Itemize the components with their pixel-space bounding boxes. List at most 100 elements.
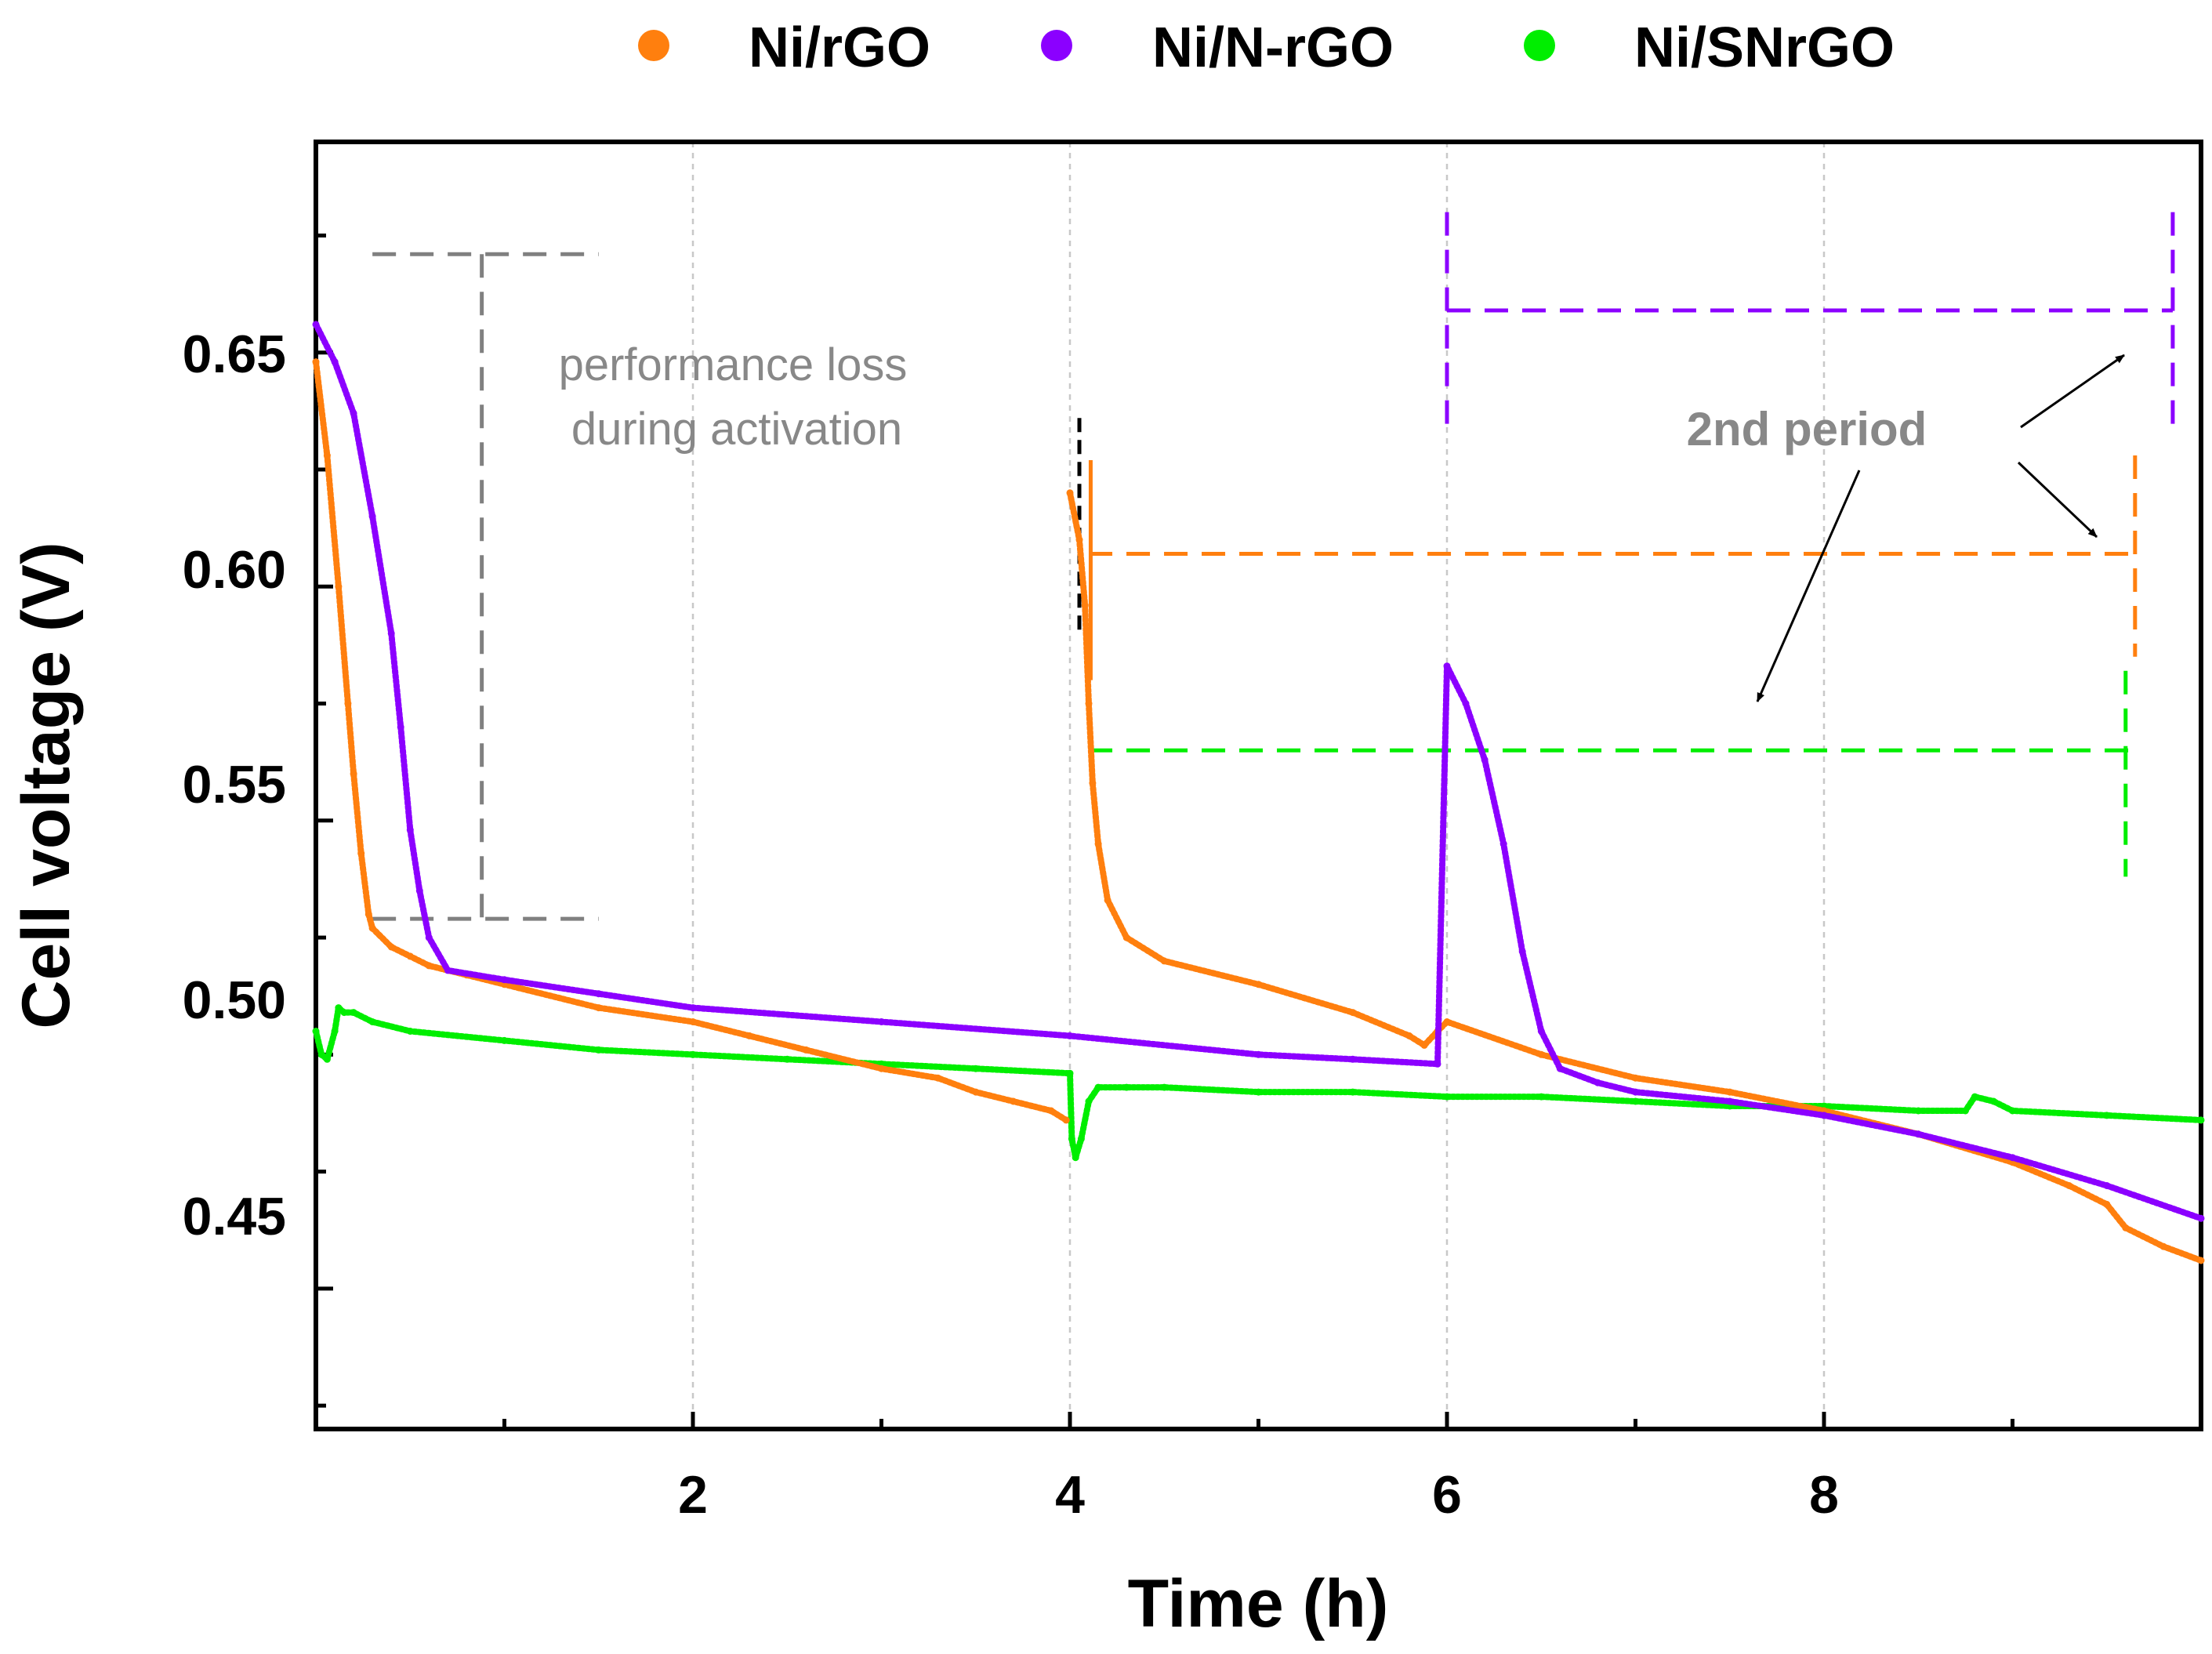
legend-marker-ni-n-rgo	[1041, 30, 1072, 61]
data-series	[312, 321, 2205, 1264]
data-point	[1072, 1154, 1079, 1162]
legend: Ni/rGO Ni/N-rGO Ni/SNrGO	[638, 16, 1895, 79]
data-point	[1632, 1074, 1639, 1082]
data-point	[2197, 1214, 2205, 1222]
data-point	[1434, 1060, 1441, 1068]
data-point	[1820, 1112, 1828, 1119]
data-point	[406, 826, 414, 834]
data-point	[689, 1050, 697, 1058]
data-point	[1914, 1130, 1922, 1138]
data-point	[1349, 1055, 1357, 1063]
legend-label-ni-n-rgo: Ni/N-rGO	[1152, 16, 1394, 79]
data-point	[368, 513, 376, 521]
data-point	[2009, 1107, 2016, 1115]
data-point	[595, 990, 603, 998]
data-point	[1068, 1135, 1075, 1143]
data-point	[972, 1065, 980, 1072]
data-point	[387, 943, 395, 951]
data-point	[1075, 536, 1083, 543]
y-tick-label: 0.50	[183, 970, 286, 1030]
legend-label-ni-rgo: Ni/rGO	[749, 16, 930, 79]
data-point	[1122, 934, 1130, 941]
x-axis-title: Time (h)	[1128, 1566, 1389, 1641]
data-point	[1420, 1041, 1428, 1049]
data-point	[2197, 1257, 2205, 1264]
arrow-to-n-rgo-level	[2020, 354, 2125, 429]
data-point	[1160, 1083, 1168, 1091]
data-point	[350, 1009, 357, 1017]
data-point	[425, 962, 433, 970]
data-point	[340, 1009, 348, 1017]
data-point	[1349, 1088, 1357, 1096]
data-point	[1499, 840, 1507, 848]
data-point	[1094, 840, 1102, 848]
data-point	[1085, 700, 1093, 707]
data-point	[312, 321, 320, 328]
data-point	[1077, 1135, 1085, 1143]
series-line	[1067, 489, 2204, 1264]
data-point	[1443, 662, 1451, 670]
data-point	[501, 1036, 508, 1044]
x-tick-labels: 2 4 6 8	[678, 1465, 1839, 1525]
series-ni-snrgo	[312, 1004, 2205, 1162]
data-point	[364, 910, 372, 918]
activation-annotation-line1: performance loss	[559, 339, 908, 390]
data-point	[1081, 601, 1089, 609]
data-point	[1443, 1093, 1451, 1101]
data-point	[1122, 1083, 1130, 1091]
second-period-annotation: 2nd period	[1687, 403, 1927, 455]
data-point	[1989, 1097, 1997, 1105]
data-point	[387, 629, 395, 637]
series-ni-rgo	[312, 358, 2205, 1264]
data-point	[2159, 1242, 2167, 1250]
data-point	[350, 770, 357, 778]
data-point	[1010, 1097, 1017, 1105]
data-point	[745, 1032, 753, 1039]
x-tick-label: 8	[1809, 1465, 1839, 1525]
data-point	[2103, 1112, 2111, 1119]
data-point	[1066, 1032, 1074, 1039]
data-point	[1594, 1079, 1601, 1086]
data-point	[1405, 1032, 1413, 1039]
data-point	[2103, 1200, 2111, 1208]
plot-frame	[314, 140, 2203, 1431]
data-point	[323, 452, 331, 459]
data-point	[331, 1028, 339, 1035]
data-point	[878, 1065, 885, 1072]
data-point	[350, 409, 357, 417]
data-point	[2197, 1116, 2205, 1124]
data-point	[802, 1046, 810, 1054]
data-point	[1089, 779, 1097, 787]
data-point	[783, 1055, 791, 1063]
data-point	[1255, 1088, 1262, 1096]
data-point	[312, 358, 320, 366]
legend-marker-ni-rgo	[638, 30, 669, 61]
data-point	[595, 1004, 603, 1012]
data-point	[317, 1050, 325, 1058]
data-point	[1556, 1065, 1564, 1072]
data-point	[1481, 756, 1489, 764]
data-point	[1160, 957, 1168, 965]
arrow-to-rgo-level	[2017, 461, 2098, 539]
data-point	[1726, 1097, 1734, 1105]
data-point	[1971, 1093, 1978, 1101]
data-point	[415, 887, 423, 894]
arrow-to-snrgo-level	[1756, 470, 1861, 702]
data-point	[1537, 1028, 1545, 1035]
data-point	[331, 358, 339, 366]
data-point	[406, 952, 414, 960]
data-point	[335, 1004, 343, 1012]
series-ni-n-rgo	[312, 321, 2205, 1222]
data-point	[368, 1018, 376, 1025]
data-point	[1537, 1093, 1545, 1101]
data-point	[1914, 1107, 1922, 1115]
x-tick-label: 6	[1432, 1465, 1462, 1525]
annotation-lines	[372, 212, 2175, 921]
x-tick-label: 2	[678, 1465, 708, 1525]
x-tick-label: 4	[1055, 1465, 1085, 1525]
data-point	[1094, 1083, 1102, 1091]
y-tick-label: 0.45	[183, 1187, 286, 1246]
y-tick-label: 0.55	[183, 755, 286, 814]
data-point	[2122, 1224, 2130, 1231]
data-point	[501, 976, 508, 984]
